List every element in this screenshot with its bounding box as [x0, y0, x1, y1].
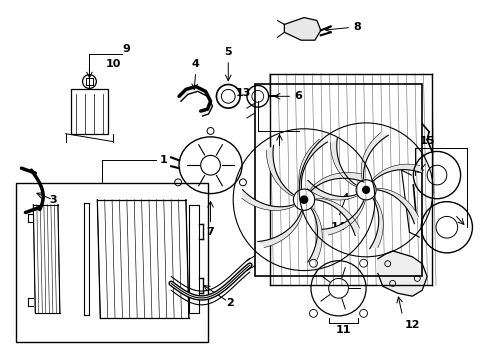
Polygon shape — [316, 198, 360, 235]
Bar — [71, 89, 108, 134]
Polygon shape — [307, 180, 357, 200]
Polygon shape — [179, 86, 213, 116]
Polygon shape — [242, 190, 294, 211]
Polygon shape — [372, 164, 422, 181]
Bar — [255, 84, 422, 275]
Text: 14: 14 — [331, 222, 346, 232]
Polygon shape — [370, 197, 383, 249]
Text: 9: 9 — [122, 44, 130, 54]
Text: 13: 13 — [235, 88, 251, 98]
Polygon shape — [308, 208, 322, 262]
Polygon shape — [322, 201, 365, 235]
Polygon shape — [310, 172, 364, 190]
Text: 15: 15 — [419, 136, 435, 145]
Text: 4: 4 — [192, 59, 200, 69]
Polygon shape — [361, 133, 388, 180]
Text: 8: 8 — [353, 22, 361, 32]
Text: 10: 10 — [105, 59, 121, 69]
Polygon shape — [299, 139, 328, 189]
Text: 1: 1 — [159, 155, 167, 165]
Polygon shape — [258, 211, 303, 248]
Polygon shape — [266, 145, 294, 196]
Text: 11: 11 — [336, 325, 351, 335]
Polygon shape — [378, 251, 427, 296]
Circle shape — [300, 196, 308, 203]
Text: 7: 7 — [207, 227, 215, 237]
Polygon shape — [377, 188, 418, 224]
Text: 6: 6 — [294, 91, 302, 101]
Polygon shape — [284, 18, 321, 40]
Text: 12: 12 — [405, 320, 420, 330]
Circle shape — [363, 186, 369, 193]
Polygon shape — [330, 139, 356, 186]
Text: 3: 3 — [49, 195, 57, 205]
Bar — [16, 183, 208, 342]
Text: 2: 2 — [226, 298, 234, 308]
Text: 5: 5 — [224, 47, 232, 57]
